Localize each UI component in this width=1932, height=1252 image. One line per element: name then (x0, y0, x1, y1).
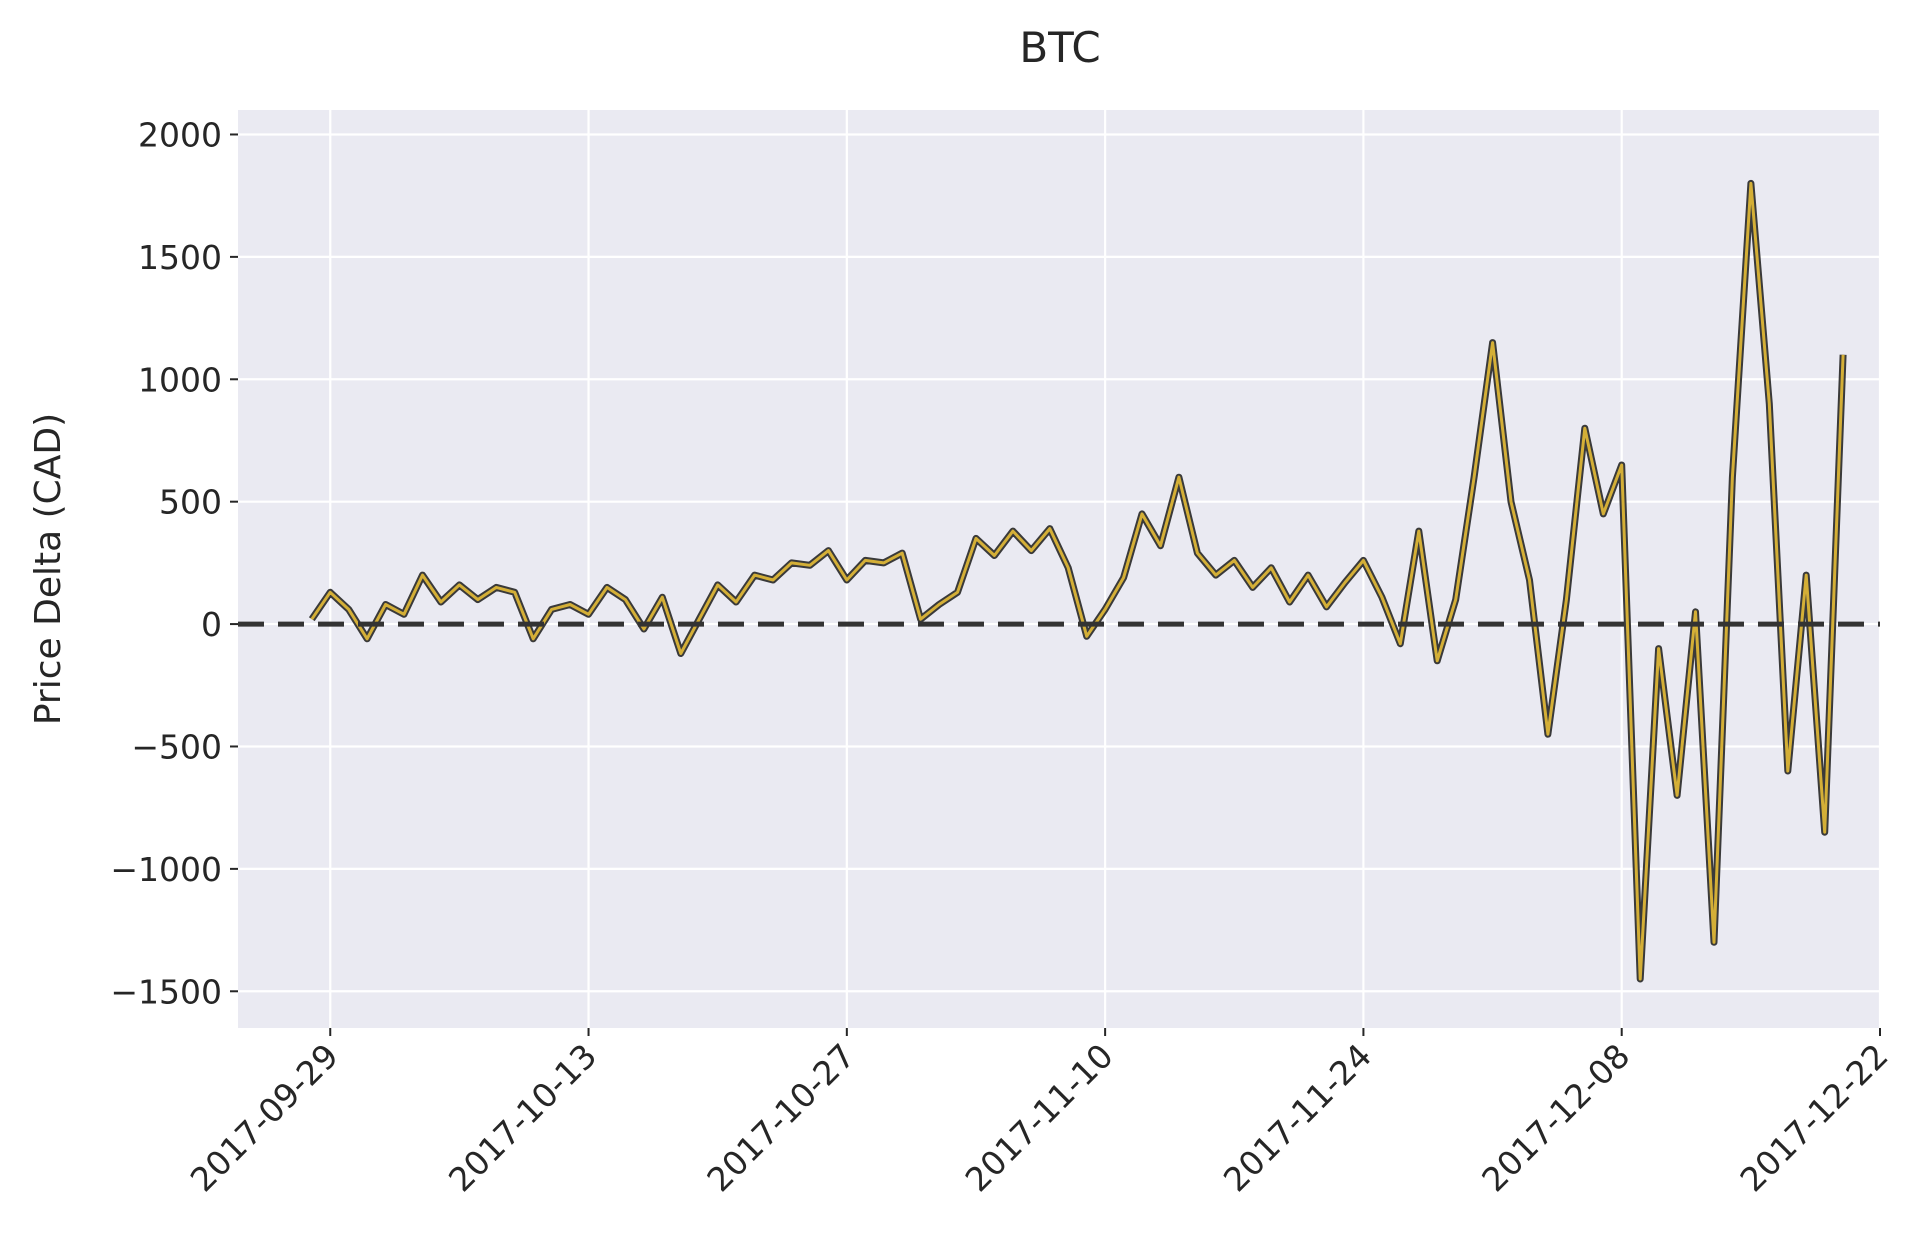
y-tick-label: 2000 (138, 115, 222, 154)
y-tick-label: 0 (201, 605, 222, 644)
chart-title: BTC (1019, 23, 1100, 72)
y-tick-label: −500 (131, 727, 222, 766)
series-line-edge (310, 181, 1845, 981)
plot-area (238, 110, 1880, 1028)
x-tick-label: 2017-11-10 (958, 1036, 1121, 1199)
y-tick-label: −1000 (110, 850, 222, 889)
x-tick-label: 2017-09-29 (183, 1036, 346, 1199)
y-tick-label: 1000 (138, 360, 222, 399)
x-tick-label: 2017-11-24 (1216, 1036, 1379, 1199)
x-tick-label: 2017-12-22 (1732, 1036, 1895, 1199)
y-tick-label: −1500 (110, 972, 222, 1011)
y-tick-label: 500 (159, 483, 222, 522)
x-tick-label: 2017-10-27 (699, 1036, 862, 1199)
x-tick-label: 2017-10-13 (441, 1036, 604, 1199)
y-tick-label: 1500 (138, 238, 222, 277)
x-tick-label: 2017-12-08 (1474, 1036, 1637, 1199)
y-axis-label: Price Delta (CAD) (28, 413, 69, 725)
